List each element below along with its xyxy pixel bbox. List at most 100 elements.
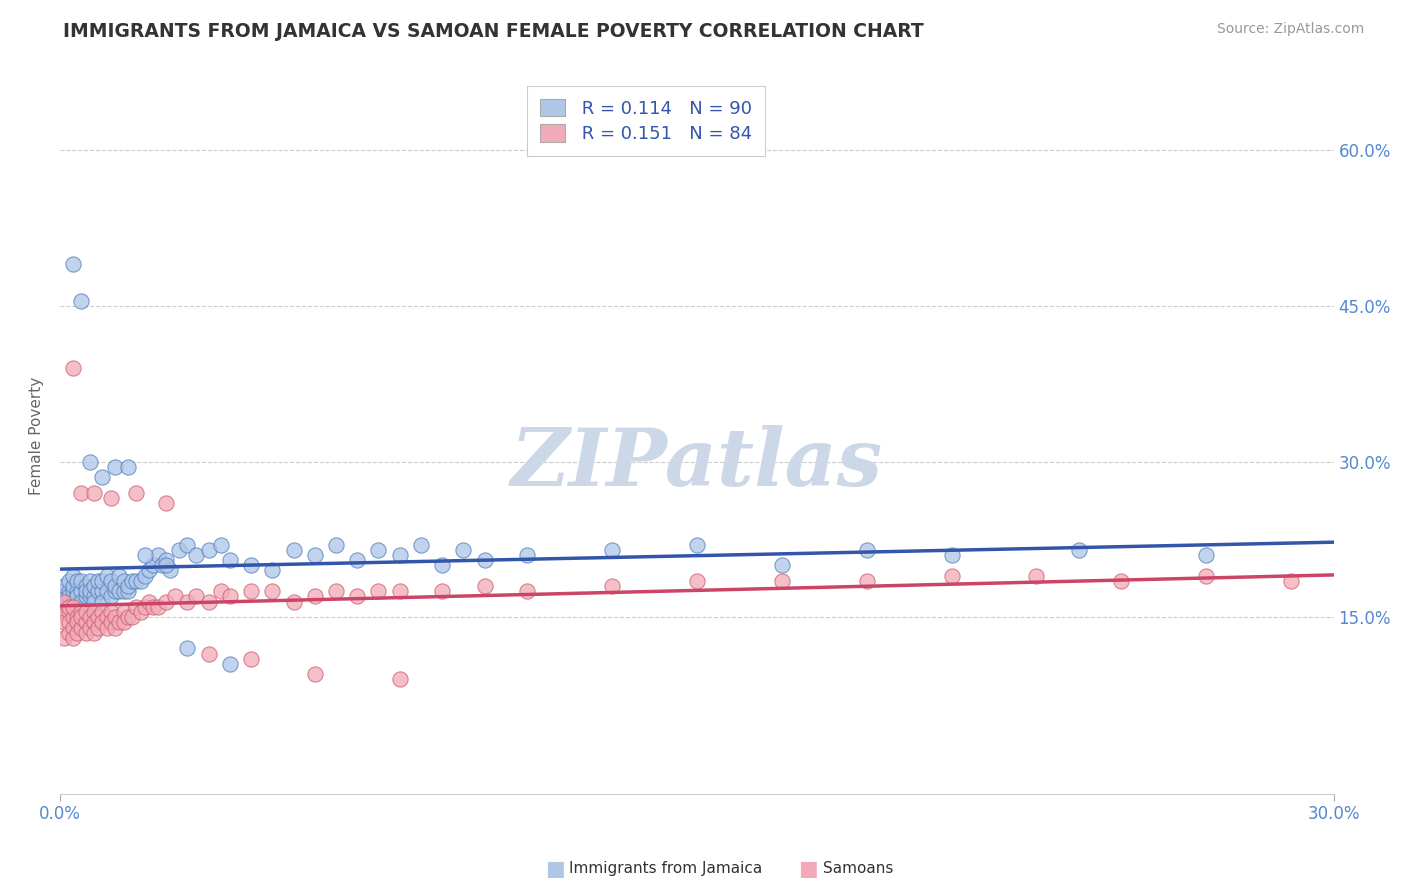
Point [176,594,198,608]
Point [75,584,97,599]
Point [855,542,877,557]
Point [75,579,97,593]
Point [167,542,190,557]
Point [146,599,169,614]
Point [104,610,127,624]
Point [70,574,93,588]
Point [83,615,105,630]
Point [430,584,453,599]
Point [367,542,389,557]
Point [367,584,389,599]
Point [96,568,118,582]
Point [1067,542,1090,557]
Point [218,657,240,671]
Point [283,594,305,608]
Point [58,590,80,604]
Point [770,558,793,573]
Point [87,621,110,635]
Point [62,621,84,635]
Point [58,605,80,619]
Point [58,574,80,588]
Point [100,615,122,630]
Point [58,625,80,640]
Legend:  R = 0.114   N = 90,  R = 0.151   N = 84: R = 0.114 N = 90, R = 0.151 N = 84 [527,87,765,156]
Text: Samoans: Samoans [823,862,893,876]
Point [96,584,118,599]
Point [686,574,709,588]
Point [112,574,135,588]
Point [138,564,160,578]
Point [79,610,101,624]
Point [209,584,232,599]
Text: IMMIGRANTS FROM JAMAICA VS SAMOAN FEMALE POVERTY CORRELATION CHART: IMMIGRANTS FROM JAMAICA VS SAMOAN FEMALE… [63,22,924,41]
Point [70,610,93,624]
Point [62,599,84,614]
Point [58,615,80,630]
Point [117,610,139,624]
Y-axis label: Female Poverty: Female Poverty [30,376,44,495]
Point [283,542,305,557]
Point [941,548,963,562]
Point [83,579,105,593]
Point [79,590,101,604]
Point [87,610,110,624]
Point [218,590,240,604]
Point [138,594,160,608]
Point [121,574,143,588]
Point [66,610,89,624]
Point [125,599,148,614]
Point [53,605,76,619]
Point [104,579,127,593]
Point [112,605,135,619]
Point [66,599,89,614]
Point [155,553,177,567]
Point [58,584,80,599]
Point [70,485,93,500]
Point [163,590,186,604]
Point [125,574,148,588]
Point [87,574,110,588]
Point [155,594,177,608]
Point [70,594,93,608]
Point [184,590,207,604]
Point [75,590,97,604]
Point [121,610,143,624]
Point [388,584,411,599]
Point [96,610,118,624]
Point [184,548,207,562]
Point [62,631,84,645]
Point [430,558,453,573]
Point [53,590,76,604]
Point [62,361,84,376]
Point [100,574,122,588]
Point [104,459,127,474]
Point [70,621,93,635]
Text: ZIPatlas: ZIPatlas [510,425,883,503]
Point [117,584,139,599]
Point [600,579,623,593]
Point [91,594,114,608]
Point [104,621,127,635]
Point [1279,574,1302,588]
Point [388,548,411,562]
Point [262,564,284,578]
Point [66,574,89,588]
Point [474,553,496,567]
Point [104,584,127,599]
Point [155,558,177,573]
Point [91,605,114,619]
Point [66,615,89,630]
Point [129,605,152,619]
Point [1025,568,1047,582]
Point [240,584,263,599]
Point [346,590,368,604]
Point [1111,574,1133,588]
Point [388,673,411,687]
Point [304,590,326,604]
Point [686,537,709,551]
Point [96,621,118,635]
Point [83,605,105,619]
Point [117,579,139,593]
Point [75,625,97,640]
Point [1195,548,1218,562]
